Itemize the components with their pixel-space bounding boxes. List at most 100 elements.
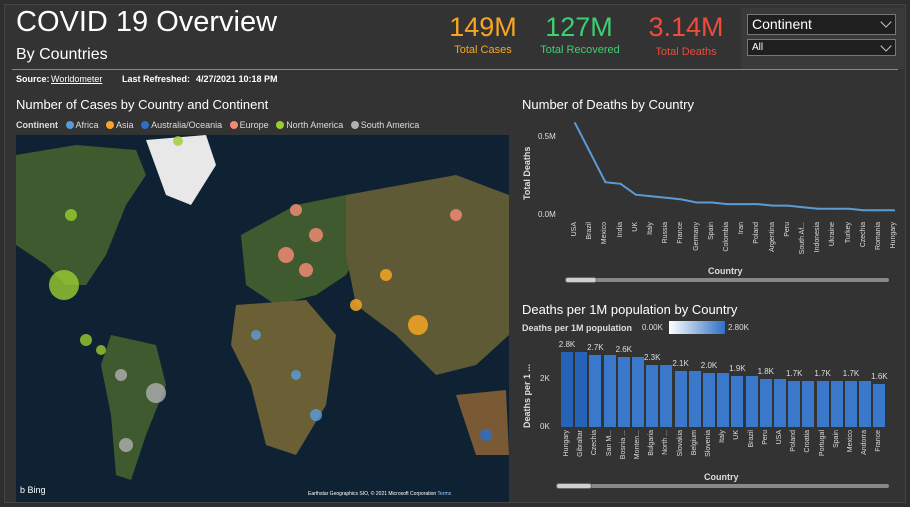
deaths-chart-scroll-thumb[interactable] [565, 277, 597, 283]
deaths-chart-scrollbar[interactable] [565, 278, 889, 282]
per-million-data-label: 1.9K [729, 364, 746, 374]
deaths-line-point[interactable] [695, 201, 698, 204]
per-million-bar[interactable] [774, 378, 786, 427]
per-million-bar[interactable] [674, 370, 687, 427]
europe-land [241, 195, 376, 305]
australia-land [456, 390, 509, 455]
per-million-bar[interactable] [632, 357, 644, 427]
deaths-line-point[interactable] [893, 209, 896, 212]
legend-dot-europe [229, 121, 238, 129]
per-million-bar[interactable] [845, 381, 857, 427]
per-million-bar[interactable] [788, 381, 801, 427]
per-million-legend-max: 2.80K [728, 323, 749, 332]
deaths-tick-zero: 0.0M [538, 210, 556, 219]
per-million-bar[interactable] [816, 381, 829, 427]
kpi-total-deaths-label: Total Deaths [655, 46, 717, 58]
per-million-bar[interactable] [703, 373, 715, 427]
deaths-line-point[interactable] [786, 204, 789, 207]
map-bubble [115, 369, 127, 381]
deaths-line-point[interactable] [847, 207, 850, 210]
deaths-x-label: Mexico [601, 222, 609, 245]
deaths-x-label: Turkey [844, 222, 852, 244]
deaths-line-point[interactable] [771, 204, 774, 207]
deaths-chart-title: Number of Deaths by Country [522, 97, 694, 112]
per-million-x-label: Belgium [690, 430, 698, 456]
per-million-x-label: France [875, 430, 883, 452]
deaths-x-label: Ukraine [829, 222, 837, 247]
per-million-scroll-thumb[interactable] [556, 483, 592, 489]
map-bubble [480, 429, 492, 441]
chevron-down-icon [880, 40, 892, 52]
deaths-line-point[interactable] [817, 207, 820, 210]
deaths-line-point[interactable] [726, 203, 728, 206]
deaths-line-series[interactable] [574, 122, 895, 212]
deaths-line-point[interactable] [756, 203, 759, 206]
deaths-chart-xlabel: Country [708, 266, 743, 276]
deaths-x-label: USA [571, 222, 578, 237]
per-million-bar[interactable] [717, 373, 730, 427]
per-million-bar[interactable] [603, 354, 616, 427]
deaths-line-point[interactable] [802, 206, 804, 209]
deaths-x-label: Czechia [859, 222, 867, 248]
deaths-line-point[interactable] [650, 195, 652, 198]
map-bubbles [49, 136, 492, 452]
per-million-tick-0k: 0K [540, 422, 550, 431]
deaths-line-point[interactable] [634, 193, 637, 196]
deaths-x-label: Indonesia [814, 222, 822, 253]
asia-land [346, 175, 509, 375]
deaths-line-point[interactable] [710, 201, 713, 204]
per-million-bar[interactable] [802, 381, 815, 427]
kpi-total-cases-value: 149M [449, 12, 517, 42]
per-million-x-label: Czechia [591, 430, 599, 456]
deaths-line-point[interactable] [680, 198, 683, 201]
per-million-bar[interactable] [646, 365, 659, 427]
per-million-bar[interactable] [830, 381, 843, 427]
legend-dot-asia [106, 121, 115, 129]
per-million-bar[interactable] [617, 357, 630, 427]
deaths-line-point[interactable] [604, 181, 607, 184]
per-million-bar[interactable] [575, 352, 588, 427]
per-million-bar[interactable] [759, 378, 772, 427]
map-bubble [408, 315, 428, 335]
deaths-line-point[interactable] [619, 182, 622, 185]
per-million-bar[interactable] [745, 376, 758, 427]
per-million-data-label: 1.7K [814, 369, 831, 379]
per-million-x-label: UK [733, 430, 741, 440]
deaths-x-label: Peru [783, 222, 791, 237]
per-million-bar[interactable] [873, 384, 886, 427]
deaths-line-point[interactable] [741, 203, 744, 206]
world-map[interactable]: b Bing Earthstar Geographics SIO, © 2021… [16, 135, 509, 502]
deaths-line-point[interactable] [665, 196, 668, 199]
deaths-line-point[interactable] [878, 209, 880, 212]
deaths-line-point[interactable] [589, 151, 592, 154]
deaths-line-point[interactable] [832, 207, 835, 210]
world-map-canvas [16, 135, 509, 480]
per-million-data-label: 2.3K [643, 353, 661, 363]
per-million-chart-title: Deaths per 1M population by Country [522, 302, 738, 317]
per-million-bar[interactable] [561, 352, 573, 427]
per-million-x-label: Andorra [861, 430, 869, 455]
continent-slicer-header[interactable]: Continent [747, 14, 896, 35]
per-million-bar[interactable] [660, 365, 673, 427]
deaths-x-label: Spain [707, 222, 715, 240]
continent-dropdown-value: All [752, 42, 764, 53]
map-bubble [310, 409, 322, 421]
legend-south-america: South America [360, 120, 420, 130]
per-million-x-label: Poland [790, 430, 798, 452]
deaths-line-point[interactable] [862, 209, 865, 212]
deaths-line-point[interactable] [574, 121, 576, 124]
map-terms-link[interactable]: Terms [437, 491, 452, 497]
per-million-bar[interactable] [859, 381, 872, 427]
continent-dropdown[interactable]: All [747, 39, 896, 56]
per-million-bar[interactable] [731, 376, 744, 427]
source-link[interactable]: Worldometer [51, 74, 103, 84]
per-million-bar[interactable] [589, 354, 602, 427]
chevron-down-icon [880, 16, 892, 28]
per-million-scrollbar[interactable] [556, 484, 889, 488]
map-bubble [290, 204, 302, 216]
per-million-bar[interactable] [688, 370, 701, 427]
last-refreshed-value: 4/27/2021 10:18 PM [196, 74, 278, 84]
per-million-data-label: 1.8K [757, 366, 775, 376]
header-divider [12, 69, 898, 70]
per-million-legend-label: Deaths per 1M population [522, 323, 633, 333]
